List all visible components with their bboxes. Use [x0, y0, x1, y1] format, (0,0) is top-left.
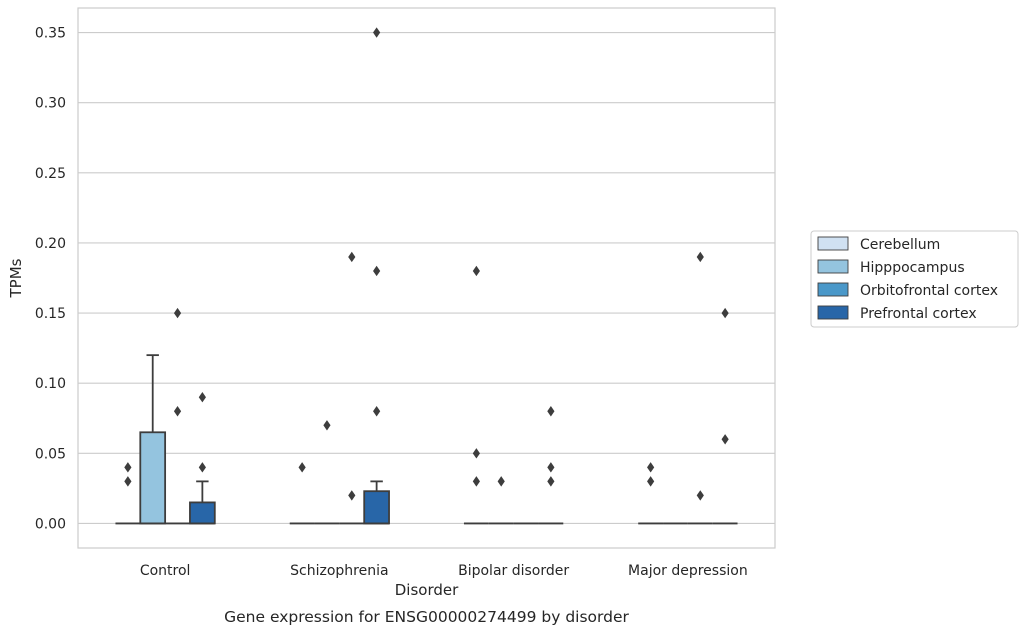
legend-label: Orbitofrontal cortex	[860, 283, 998, 299]
y-tick-label: 0.00	[35, 516, 66, 532]
x-axis-label: Disorder	[395, 581, 459, 599]
box-cerebellum	[463, 265, 489, 525]
outlier-point	[198, 462, 206, 473]
y-tick-label: 0.05	[35, 446, 66, 462]
box-cerebellum	[115, 462, 141, 525]
legend-label: Cerebellum	[860, 237, 940, 253]
y-tick-label: 0.10	[35, 376, 66, 392]
outlier-point	[696, 490, 704, 501]
outlier-point	[696, 251, 704, 263]
box-hipppocampus	[139, 354, 167, 525]
box-body	[189, 501, 216, 525]
legend-swatch	[817, 236, 849, 251]
outlier-point	[547, 476, 555, 487]
legend-swatch	[817, 305, 849, 320]
outlier-point	[472, 448, 480, 459]
y-tick-label: 0.20	[35, 236, 66, 252]
y-tick-label: 0.15	[35, 306, 66, 322]
box-prefrontal-cortex	[363, 27, 390, 525]
y-axis-label: TPMs	[7, 258, 25, 298]
legend-frame	[810, 230, 1019, 328]
outlier-point	[547, 406, 555, 417]
boxes-layer	[115, 27, 738, 525]
outlier-point	[173, 406, 182, 417]
outlier-point	[373, 406, 381, 417]
box-prefrontal-cortex	[189, 392, 216, 525]
gridlines	[78, 31, 775, 525]
box-body	[139, 431, 167, 525]
outlier-point	[348, 490, 356, 501]
legend-label: Prefrontal cortex	[860, 306, 977, 322]
y-tick-labels: 0.00 0.05 0.10 0.15 0.20 0.25 0.30 0.35	[35, 26, 66, 533]
chart-caption: Gene expression for ENSG00000274499 by d…	[224, 608, 629, 626]
outlier-point	[472, 265, 480, 277]
box-hipppocampus	[314, 420, 340, 525]
x-tick-labels: Control Schizophrenia Bipolar disorder Majo…	[140, 563, 748, 579]
outlier-point	[497, 476, 505, 487]
plot-background	[78, 8, 775, 548]
x-tick-label: Control	[140, 563, 191, 579]
y-tick-label: 0.25	[35, 166, 66, 182]
legend-swatch	[817, 259, 849, 274]
legend: Cerebellum Hipppocampus Orbitofrontal cort…	[810, 230, 1019, 328]
box-cerebellum	[289, 462, 315, 525]
x-tick-label: Schizophrenia	[290, 563, 388, 579]
outlier-point	[373, 27, 381, 38]
box-prefrontal-cortex	[712, 307, 738, 525]
y-tick-label: 0.35	[35, 26, 66, 42]
box-cerebellum	[638, 462, 664, 525]
x-tick-label: Major depression	[628, 563, 748, 579]
box-orbitofrontal-cortex	[687, 251, 713, 525]
outlier-point	[472, 476, 480, 487]
outlier-point	[298, 462, 306, 473]
box-orbitofrontal-cortex	[165, 307, 190, 525]
plot-frame	[77, 7, 776, 549]
outlier-point	[124, 476, 132, 487]
y-tick-label: 0.30	[35, 96, 66, 112]
outlier-point	[647, 462, 655, 473]
box-body	[363, 490, 390, 525]
outlier-point	[721, 307, 729, 319]
outlier-point	[721, 434, 729, 445]
outlier-point	[323, 420, 331, 431]
legend-label: Hipppocampus	[860, 260, 965, 276]
outlier-point	[173, 307, 182, 319]
box-hipppocampus	[488, 476, 514, 525]
outlier-point	[547, 462, 555, 473]
box-prefrontal-cortex	[538, 406, 564, 525]
box-orbitofrontal-cortex	[339, 251, 365, 525]
legend-swatch	[817, 282, 849, 297]
outlier-point	[124, 462, 132, 473]
outlier-point	[647, 476, 655, 487]
x-tick-label: Bipolar disorder	[458, 563, 569, 579]
outlier-point	[348, 251, 356, 263]
outlier-point	[198, 392, 206, 403]
outlier-point	[373, 265, 381, 277]
